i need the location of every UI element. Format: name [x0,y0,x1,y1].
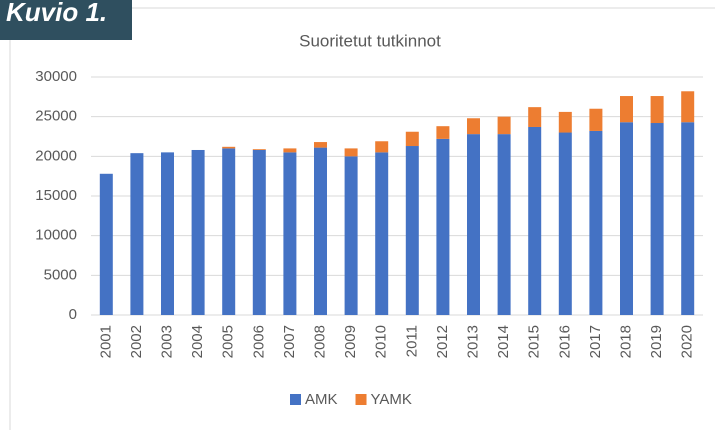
x-tick-label: 2006 [250,325,267,358]
x-tick-label: 2009 [342,325,359,358]
bar-segment [497,134,511,315]
bar-segment [375,152,389,315]
legend-swatch [290,394,301,405]
bar-segment [650,123,664,315]
bar-segment [191,149,205,315]
legend-swatch [355,394,367,405]
bar-segment [99,173,113,315]
y-tick-label: 25000 [35,108,77,125]
x-tick-label: 2002 [128,325,145,358]
y-tick-label: 5000 [44,266,77,283]
figure-label-box [0,0,132,40]
y-tick-label: 20000 [35,147,77,164]
x-tick-label: 2001 [97,325,114,358]
y-tick-label: 0 [69,306,77,323]
bar-segment [589,130,603,315]
y-tick-label: 30000 [35,68,77,85]
bar-segment [405,146,419,315]
bar-segment [467,134,480,315]
x-tick-label: 2017 [587,325,604,358]
bar-segment [467,118,480,135]
bar-segment [161,152,174,315]
bar-segment [222,146,236,149]
x-tick-label: 2016 [556,325,573,358]
chart-title: Suoritetut tutkinnot [299,31,441,50]
figure-label: Kuvio 1. [6,0,107,27]
bar-segment [589,108,603,131]
bar-segment [681,122,695,315]
bar-segment [344,156,358,315]
y-tick-label: 10000 [35,227,77,244]
x-tick-label: 2020 [679,325,696,358]
x-tick-label: 2015 [526,325,543,358]
bar-segment [528,126,542,315]
x-tick-label: 2014 [495,325,512,358]
bar-segment [436,138,450,315]
bar-segment [252,149,266,315]
y-tick-label: 15000 [35,187,77,204]
bar-segment [283,148,297,153]
bar-segment [620,96,633,123]
x-tick-label: 2018 [617,325,634,358]
x-tick-label: 2003 [158,325,175,358]
bar-segment [681,91,695,123]
x-tick-label: 2011 [403,325,420,357]
bar-segment [314,142,327,148]
bar-segment [528,107,542,127]
bar-segment [405,131,419,147]
bar-segment [344,148,358,157]
x-tick-label: 2008 [311,325,328,358]
bar-segment [650,96,664,124]
legend-label: YAMK [371,391,412,408]
bar-segment [436,126,450,139]
x-tick-label: 2004 [189,325,206,358]
bar-segment [558,111,572,133]
bar-segment [252,149,266,150]
bar-segment [222,148,236,315]
bar-segment [497,116,511,135]
x-tick-label: 2010 [373,325,390,358]
x-tick-label: 2013 [464,325,481,358]
x-tick-label: 2007 [281,325,298,358]
x-tick-label: 2012 [434,325,451,358]
legend-label: AMK [305,391,338,408]
x-tick-label: 2005 [220,325,237,358]
bar-segment [620,122,633,315]
bar-segment [130,153,144,315]
bar-segment [558,132,572,315]
x-tick-label: 2019 [648,325,665,358]
bar-segment [283,152,297,315]
bar-segment [314,147,327,315]
bar-segment [375,141,389,153]
